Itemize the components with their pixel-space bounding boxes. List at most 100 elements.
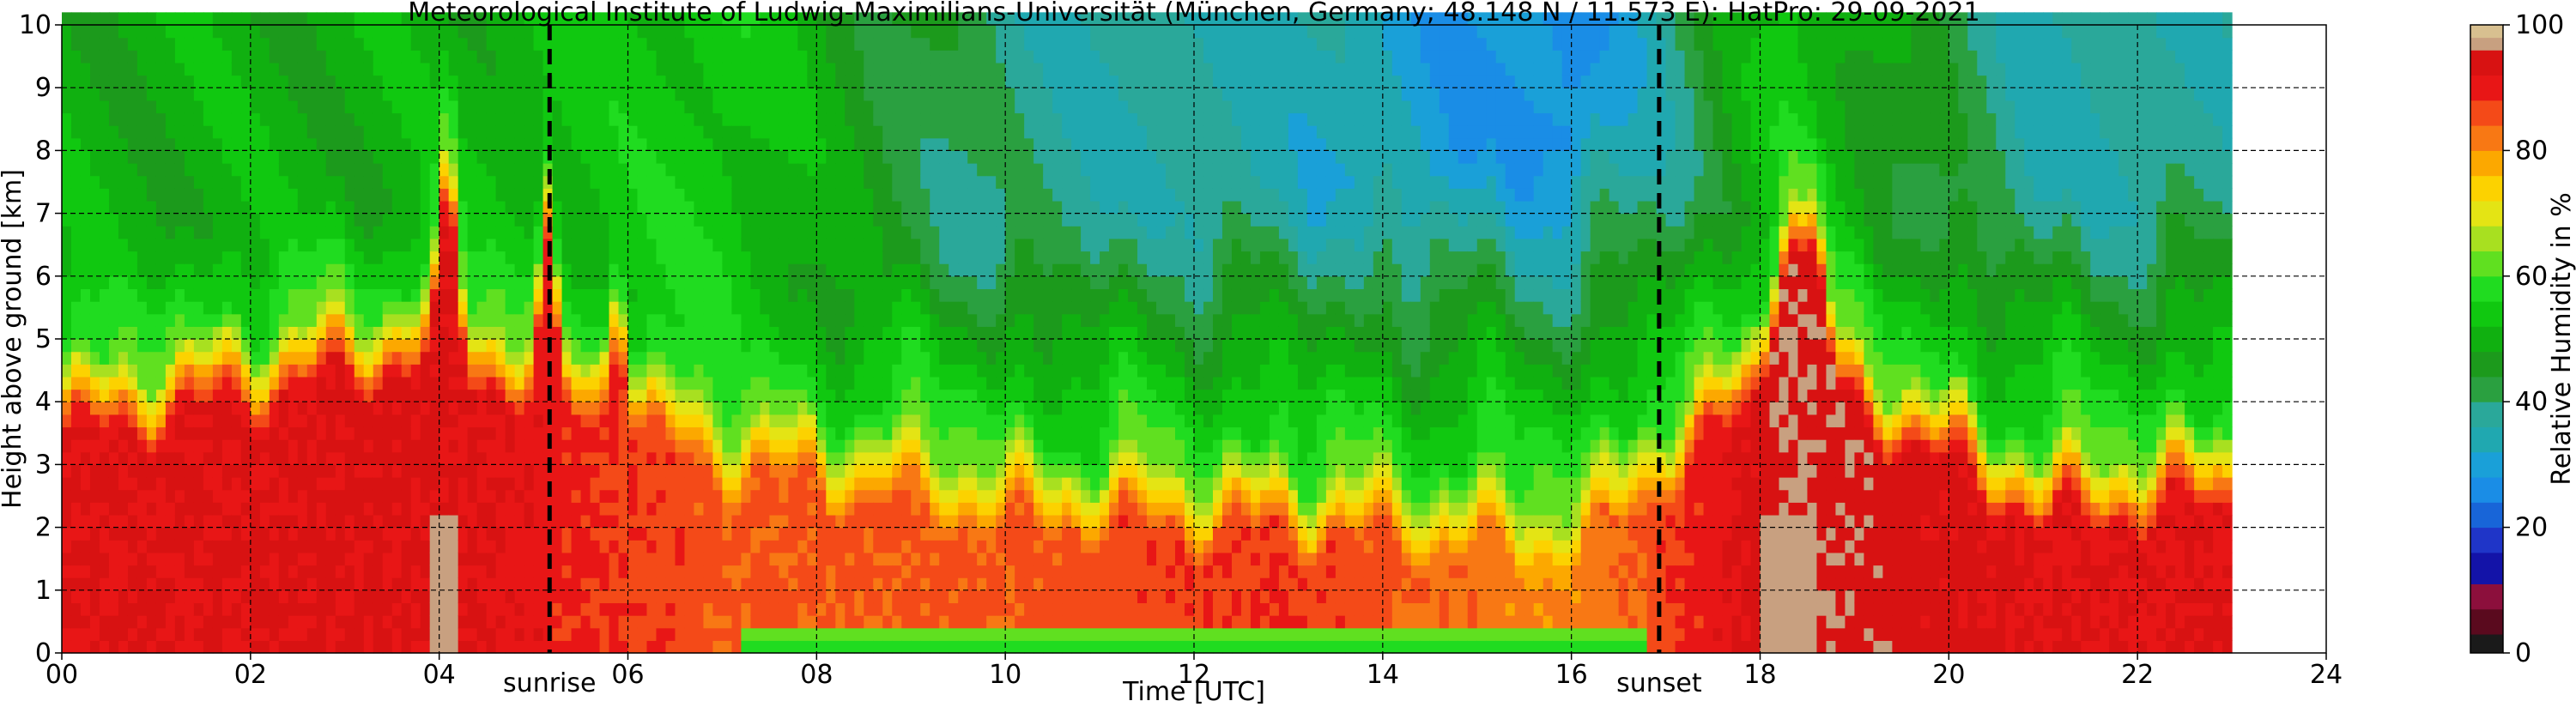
heatmap-cell bbox=[439, 213, 450, 227]
heatmap-cell bbox=[854, 627, 864, 641]
heatmap-cell bbox=[618, 263, 629, 277]
heatmap-cell bbox=[382, 627, 393, 641]
heatmap-cell bbox=[580, 75, 591, 88]
heatmap-cell bbox=[939, 640, 949, 654]
heatmap-cell bbox=[439, 464, 450, 478]
heatmap-cell bbox=[354, 439, 365, 453]
heatmap-cell bbox=[750, 200, 761, 215]
heatmap-cell bbox=[949, 12, 959, 26]
heatmap-cell bbox=[769, 351, 779, 365]
heatmap-cell bbox=[958, 426, 968, 440]
heatmap-cell bbox=[609, 12, 620, 26]
heatmap-cell bbox=[391, 313, 403, 327]
heatmap-cell bbox=[656, 640, 667, 654]
heatmap-cell bbox=[779, 100, 789, 114]
heatmap-cell bbox=[269, 275, 280, 290]
heatmap-cell bbox=[835, 62, 846, 76]
heatmap-cell bbox=[108, 351, 119, 365]
heatmap-cell bbox=[949, 552, 959, 566]
heatmap-cell bbox=[675, 88, 686, 101]
heatmap-cell bbox=[911, 150, 921, 164]
heatmap-cell bbox=[89, 226, 100, 239]
heatmap-cell bbox=[363, 326, 374, 340]
heatmap-cell bbox=[250, 25, 261, 39]
heatmap-cell bbox=[552, 514, 563, 529]
heatmap-cell bbox=[854, 527, 864, 541]
heatmap-cell bbox=[788, 263, 798, 277]
heatmap-cell bbox=[458, 150, 469, 164]
heatmap-cell bbox=[448, 577, 459, 591]
heatmap-cell bbox=[89, 275, 100, 290]
heatmap-cell bbox=[155, 426, 167, 440]
heatmap-cell bbox=[108, 163, 119, 177]
heatmap-cell bbox=[618, 100, 629, 114]
heatmap-cell bbox=[741, 100, 751, 114]
heatmap-cell bbox=[420, 62, 431, 76]
heatmap-cell bbox=[892, 339, 902, 353]
heatmap-cell bbox=[873, 313, 883, 327]
heatmap-cell bbox=[826, 50, 836, 63]
heatmap-cell bbox=[108, 477, 119, 491]
heatmap-cell bbox=[429, 477, 440, 491]
heatmap-cell bbox=[901, 565, 912, 578]
heatmap-cell bbox=[524, 577, 535, 591]
heatmap-cell bbox=[486, 112, 497, 126]
heatmap-cell bbox=[826, 402, 836, 415]
heatmap-cell bbox=[826, 364, 836, 378]
heatmap-cell bbox=[911, 188, 921, 202]
heatmap-cell bbox=[514, 12, 525, 26]
heatmap-cell bbox=[306, 514, 318, 529]
heatmap-cell bbox=[486, 376, 497, 390]
heatmap-cell bbox=[864, 50, 874, 63]
heatmap-cell bbox=[80, 238, 91, 252]
heatmap-cell bbox=[306, 62, 318, 76]
heatmap-cell bbox=[552, 502, 563, 516]
heatmap-cell bbox=[165, 477, 176, 491]
heatmap-cell bbox=[155, 540, 167, 553]
heatmap-cell bbox=[269, 402, 280, 415]
heatmap-cell bbox=[165, 200, 176, 215]
heatmap-cell bbox=[458, 88, 469, 101]
heatmap-cell bbox=[637, 477, 648, 491]
heatmap-cell bbox=[448, 37, 459, 51]
heatmap-cell bbox=[949, 414, 959, 428]
heatmap-cell bbox=[382, 251, 393, 264]
heatmap-cell bbox=[741, 477, 751, 491]
heatmap-cell bbox=[231, 88, 242, 101]
heatmap-cell bbox=[533, 376, 544, 390]
heatmap-cell bbox=[665, 37, 676, 51]
heatmap-cell bbox=[911, 439, 921, 453]
heatmap-cell bbox=[184, 527, 195, 541]
heatmap-cell bbox=[816, 238, 827, 252]
heatmap-cell bbox=[458, 137, 469, 151]
heatmap-cell bbox=[70, 37, 82, 51]
heatmap-cell bbox=[203, 238, 214, 252]
heatmap-cell bbox=[316, 62, 327, 76]
heatmap-cell bbox=[410, 313, 421, 327]
heatmap-cell bbox=[779, 376, 789, 390]
heatmap-cell bbox=[108, 540, 119, 553]
heatmap-cell bbox=[448, 251, 459, 264]
heatmap-cell bbox=[571, 150, 582, 164]
heatmap-cell bbox=[750, 288, 761, 302]
heatmap-cell bbox=[552, 188, 563, 202]
heatmap-cell bbox=[769, 577, 779, 591]
heatmap-cell bbox=[99, 565, 110, 578]
heatmap-cell bbox=[977, 12, 987, 26]
heatmap-cell bbox=[316, 451, 327, 465]
heatmap-cell bbox=[193, 301, 204, 315]
heatmap-cell bbox=[816, 502, 827, 516]
heatmap-cell bbox=[741, 275, 751, 290]
heatmap-cell bbox=[524, 275, 535, 290]
heatmap-cell bbox=[769, 37, 779, 51]
heatmap-cell bbox=[70, 313, 82, 327]
heatmap-cell bbox=[486, 175, 497, 189]
heatmap-cell bbox=[835, 565, 846, 578]
heatmap-cell bbox=[259, 414, 270, 428]
heatmap-cell bbox=[429, 175, 440, 189]
heatmap-cell bbox=[240, 275, 252, 290]
heatmap-cell bbox=[420, 627, 431, 641]
heatmap-cell bbox=[80, 602, 91, 616]
heatmap-cell bbox=[533, 640, 544, 654]
heatmap-cell bbox=[373, 414, 384, 428]
